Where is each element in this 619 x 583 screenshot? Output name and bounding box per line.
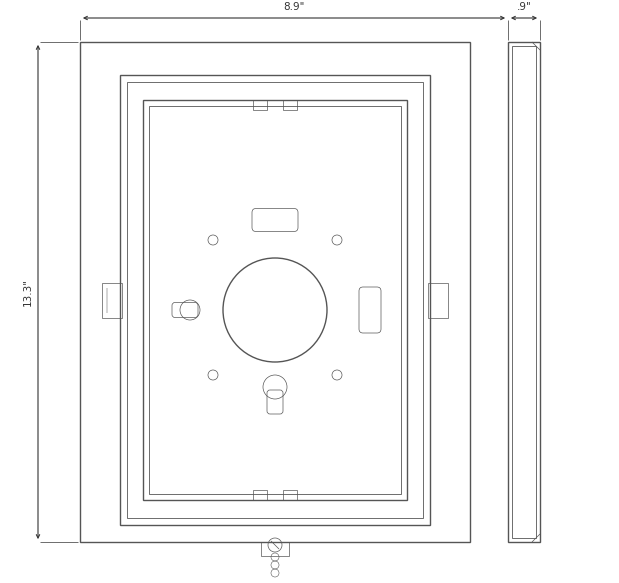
Bar xyxy=(102,283,122,318)
Bar xyxy=(253,490,267,500)
Text: 13.3": 13.3" xyxy=(23,278,33,306)
Bar xyxy=(428,283,448,318)
Bar xyxy=(508,42,540,542)
Text: .9": .9" xyxy=(517,2,531,12)
Bar xyxy=(127,82,423,518)
Text: 8.9": 8.9" xyxy=(284,2,305,12)
Bar xyxy=(149,106,401,494)
Bar xyxy=(283,490,297,500)
Bar xyxy=(143,100,407,500)
Bar xyxy=(283,100,297,110)
Bar xyxy=(261,542,289,556)
Bar xyxy=(512,46,536,538)
Bar xyxy=(80,42,470,542)
Bar xyxy=(120,75,430,525)
Bar xyxy=(253,100,267,110)
